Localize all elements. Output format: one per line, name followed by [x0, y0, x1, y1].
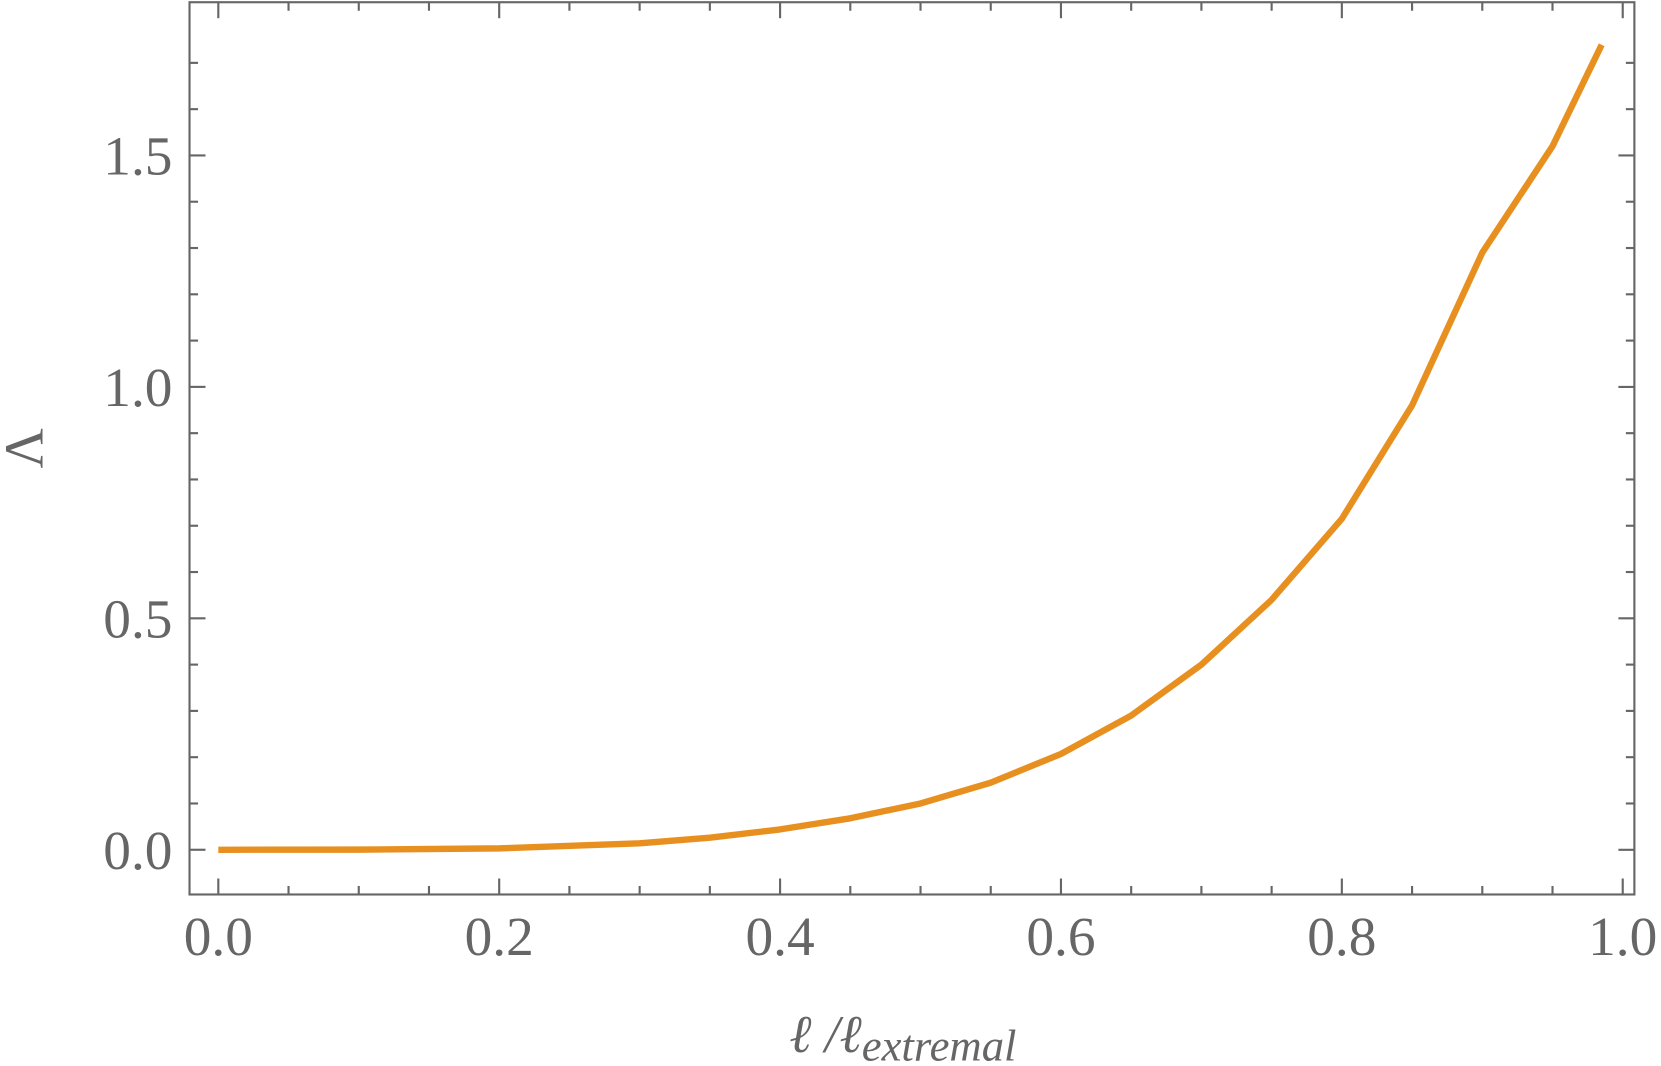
x-tick-label: 0.4: [745, 906, 814, 967]
x-tick-label: 0.2: [465, 906, 534, 967]
x-axis-label-sub: extremal: [862, 1021, 1017, 1066]
y-tick-label: 1.0: [103, 357, 172, 418]
y-tick-label: 0.0: [103, 820, 172, 881]
x-tick-label: 0.6: [1026, 906, 1095, 967]
data-line: [218, 43, 1605, 853]
x-axis-label: ℓ /ℓextremal: [789, 1005, 1016, 1066]
y-tick-label: 1.5: [103, 126, 172, 187]
y-tick-label: 0.5: [103, 588, 172, 649]
plot-frame: [188, 1, 1636, 896]
y-axis-label: Λ: [0, 428, 55, 468]
x-axis-label-main: ℓ /ℓ: [789, 1005, 861, 1064]
x-tick-label: 1.0: [1588, 906, 1657, 967]
x-tick-label: 0.0: [184, 906, 253, 967]
x-tick-label: 0.8: [1307, 906, 1376, 967]
